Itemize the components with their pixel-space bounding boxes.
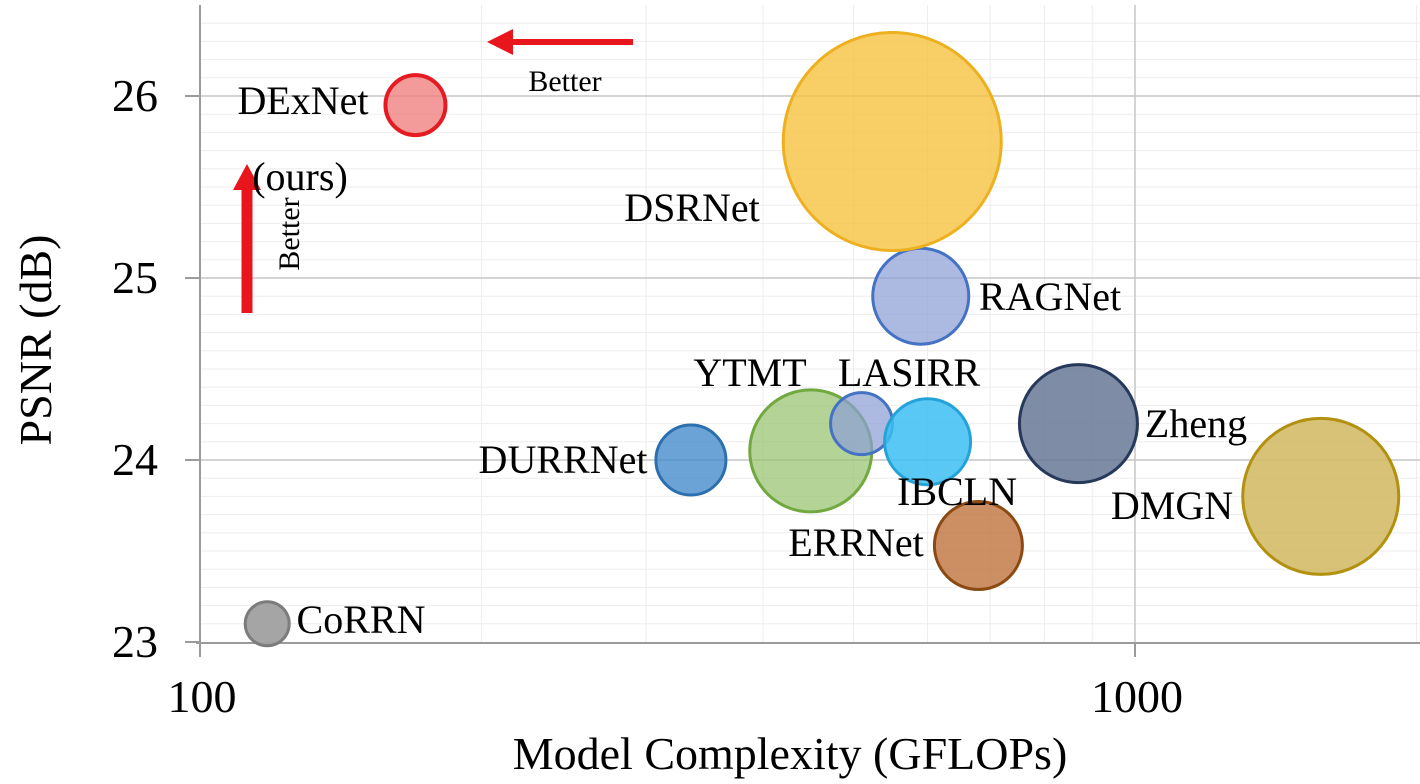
better-arrow-left-head bbox=[487, 29, 513, 55]
y-tick-label-26: 26 bbox=[112, 70, 158, 121]
x-tick-label-1000: 1000 bbox=[1091, 671, 1183, 722]
bubble-corrn bbox=[243, 600, 291, 648]
annotation-durrnet-6: DURRNet bbox=[478, 437, 648, 482]
annotation-better-12: Better bbox=[528, 65, 602, 98]
annotation-ytmt-4: YTMT bbox=[693, 350, 807, 395]
annotation-lasirr-5: LASIRR bbox=[837, 350, 981, 395]
bubble-errnet bbox=[932, 500, 1024, 592]
annotation-zheng-9: Zheng bbox=[1144, 401, 1248, 446]
y-tick-label-25: 25 bbox=[112, 252, 158, 303]
y-tick-label-24: 24 bbox=[112, 434, 158, 485]
bubble-ragnet bbox=[871, 246, 971, 346]
annotation-ours-1: (ours) bbox=[252, 154, 348, 199]
annotation-dexnet-0: DExNet bbox=[237, 78, 369, 123]
y-tick-label-23: 23 bbox=[112, 616, 158, 667]
bubble-dexnet bbox=[383, 73, 448, 138]
bubble-dsrnet bbox=[781, 31, 1003, 252]
annotation-corrn-11: CoRRN bbox=[296, 597, 426, 642]
bubble-dmgn bbox=[1241, 416, 1401, 576]
annotation-ibcln-7: IBCLN bbox=[897, 469, 1017, 514]
x-axis-title: Model Complexity (GFLOPs) bbox=[512, 728, 1068, 779]
annotation-errnet-8: ERRNet bbox=[788, 520, 924, 565]
y-axis-title: PSNR (dB) bbox=[10, 234, 61, 446]
annotation-dmgn-10: DMGN bbox=[1110, 483, 1234, 528]
annotation-better-13: Better bbox=[273, 197, 306, 271]
bubble-durrnet bbox=[654, 423, 728, 497]
bubble-ibcln bbox=[883, 397, 973, 487]
x-tick-label-100: 100 bbox=[167, 671, 237, 722]
bubble-zheng bbox=[1017, 363, 1139, 485]
better-arrow-up-head bbox=[233, 164, 261, 190]
annotation-ragnet-3: RAGNet bbox=[978, 274, 1122, 319]
annotation-dsrnet-2: DSRNet bbox=[624, 185, 760, 230]
